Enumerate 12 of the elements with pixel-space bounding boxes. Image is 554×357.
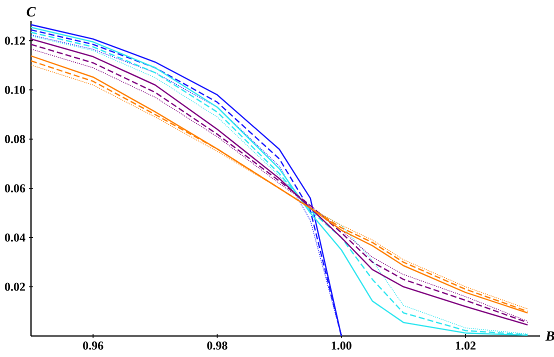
y-tick-label: 0.04: [4, 233, 26, 242]
y-axis-title: C: [26, 7, 36, 16]
x-tick-label: 0.96: [83, 342, 104, 350]
x-tick-label: 1.02: [456, 342, 476, 350]
y-tick-label: 0.02: [4, 282, 25, 291]
y-tick-label: 0.08: [4, 135, 26, 144]
x-tick-label: 0.98: [207, 342, 228, 350]
y-tick-label: 0.06: [4, 184, 26, 192]
y-tick-label: 0.10: [4, 86, 26, 94]
y-tick-label: 0.12: [4, 36, 25, 45]
x-axis-title: B: [545, 331, 554, 341]
x-tick-label: 1.00: [332, 342, 352, 350]
